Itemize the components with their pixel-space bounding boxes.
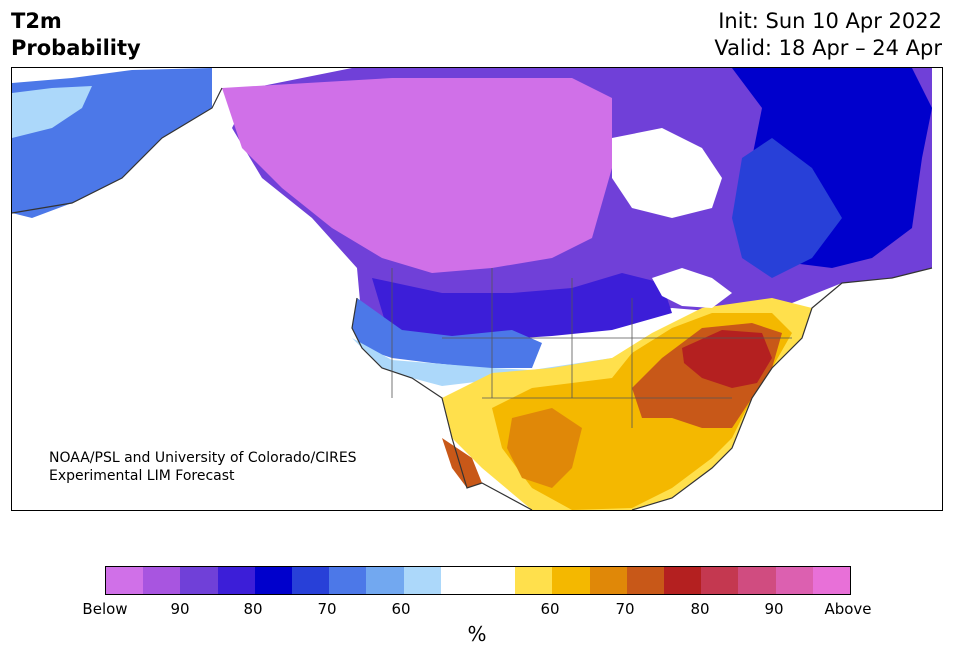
colorbar-cell	[106, 567, 144, 594]
colorbar-cell	[254, 567, 293, 594]
colorbar-cell	[366, 567, 404, 594]
colorbar-cell	[775, 567, 813, 594]
cold-region-light	[12, 86, 92, 138]
colorbar-cell	[589, 567, 627, 594]
warm-region-mexico	[442, 438, 482, 488]
colorbar-cell	[738, 567, 776, 594]
colorbar-cell	[478, 567, 516, 594]
cold-region-blue-east	[732, 138, 842, 278]
colorbar-tick-label: 90	[764, 600, 784, 618]
colorbar-cell	[440, 567, 479, 594]
hudson-bay	[612, 128, 722, 218]
credit-line-2: Experimental LIM Forecast	[49, 468, 235, 484]
colorbar-cell	[403, 567, 441, 594]
colorbar-tick-label: 60	[391, 600, 411, 618]
colorbar-cell	[292, 567, 330, 594]
cold-region-band-2	[372, 273, 672, 340]
map-title: T2m Probability	[11, 8, 141, 62]
cold-region-pacific-coast	[352, 298, 542, 368]
colorbar-tick-label: 80	[690, 600, 710, 618]
forecast-dates: Init: Sun 10 Apr 2022 Valid: 18 Apr – 24…	[714, 8, 942, 62]
colorbar-tick-label: 70	[317, 600, 337, 618]
colorbar-tick-label: 80	[243, 600, 263, 618]
title-line-2: Probability	[11, 36, 141, 60]
probability-map	[11, 67, 943, 511]
north-america-map	[12, 68, 933, 510]
colorbar-cell	[217, 567, 255, 594]
credit-line-1: NOAA/PSL and University of Colorado/CIRE…	[49, 450, 357, 466]
colorbar-tick-label: 60	[540, 600, 560, 618]
great-lakes	[652, 268, 732, 308]
colorbar-cell	[552, 567, 590, 594]
colorbar-cell	[812, 567, 851, 594]
colorbar-tick-label: 70	[615, 600, 635, 618]
colorbar-cell	[180, 567, 218, 594]
colorbar-tick-label: Above	[824, 600, 872, 618]
colorbar-cell	[143, 567, 181, 594]
colorbar-cell	[329, 567, 367, 594]
colorbar-cell	[701, 567, 739, 594]
colorbar-ticks: Below 90 80 70 60 60 70 80 90 Above	[0, 600, 953, 620]
pole-region-magenta	[222, 78, 612, 273]
title-line-1: T2m	[11, 9, 62, 33]
colorbar-cell	[626, 567, 665, 594]
valid-range: Valid: 18 Apr – 24 Apr	[714, 36, 942, 60]
map-credit: NOAA/PSL and University of Colorado/CIRE…	[49, 449, 357, 485]
warm-region-orange	[507, 408, 582, 488]
colorbar-cell	[664, 567, 702, 594]
coastline	[12, 87, 933, 510]
colorbar-cell	[515, 567, 553, 594]
init-date: Init: Sun 10 Apr 2022	[718, 9, 942, 33]
colorbar-tick-label: 90	[170, 600, 190, 618]
colorbar-tick-label: Below	[82, 600, 128, 618]
colorbar-unit: %	[467, 622, 487, 646]
warm-region-red-core	[682, 330, 772, 388]
state-borders	[391, 268, 792, 428]
probability-colorbar	[105, 566, 851, 595]
